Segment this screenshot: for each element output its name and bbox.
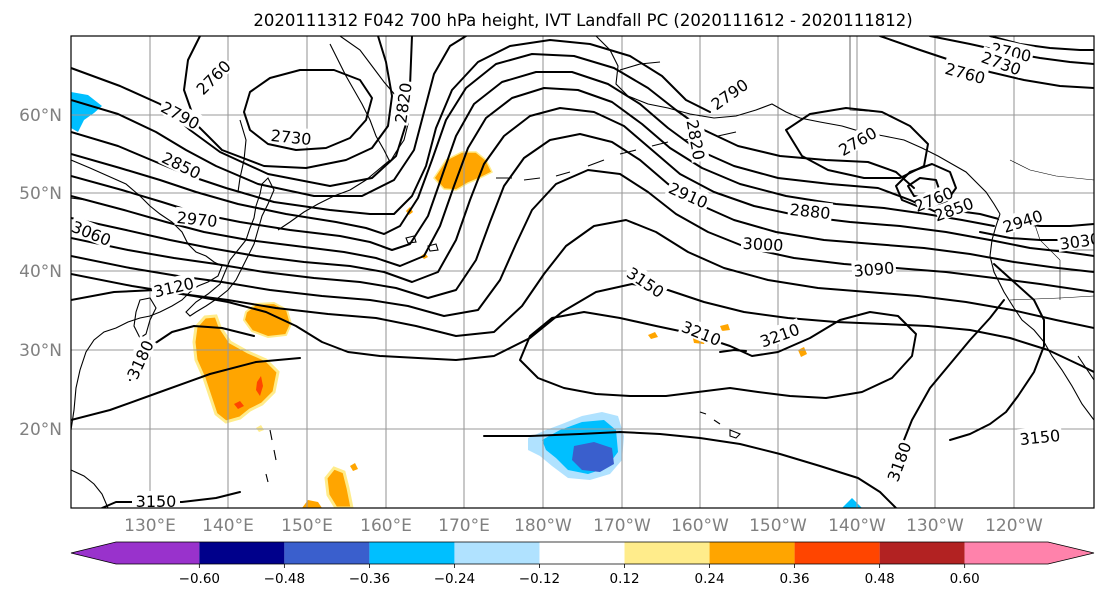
strong-positive-region (234, 401, 244, 409)
contour-label: 2730 (270, 126, 312, 149)
lon-label: 160°W (671, 516, 729, 536)
contour-3090 (71, 283, 1094, 373)
positive-region (350, 463, 358, 471)
lon-label: 170°E (438, 516, 490, 536)
colorbar-tick-label: −0.36 (349, 571, 390, 587)
contour-label: 2970 (176, 208, 218, 231)
lat-label: 30°N (19, 341, 62, 361)
coastlines (71, 36, 1094, 508)
contour-3150-mid (71, 357, 301, 421)
contour-label: 3150 (136, 492, 177, 511)
lon-label: 170°W (593, 516, 651, 536)
contour-2880 (71, 53, 915, 235)
contour-label: 2880 (789, 200, 831, 223)
positive-region (648, 332, 658, 339)
colorbar-swatch (539, 542, 625, 564)
colorbar-swatch (879, 542, 965, 564)
colorbar-swatch (284, 542, 370, 564)
positive-region (242, 301, 293, 339)
positive-region (324, 466, 354, 508)
colorbar-swatch (624, 542, 710, 564)
contour-3000 (71, 133, 1094, 299)
lon-label: 140°W (828, 516, 886, 536)
contour-3180-east (895, 299, 1005, 461)
lon-label: 130°W (906, 516, 964, 536)
latitude-labels: 60°N 50°N 40°N 30°N 20°N (19, 106, 62, 440)
contour-3060 (71, 219, 1094, 337)
colorbar-tick-label: −0.48 (264, 571, 305, 587)
lat-label: 20°N (19, 420, 62, 440)
contour-label: 3000 (742, 234, 784, 255)
colorbar-outline (70, 541, 1095, 565)
colorbar-tick-label: 0.24 (695, 571, 725, 587)
longitude-labels: 130°E 140°E 150°E 160°E 170°E 180°W 170°… (124, 516, 1043, 536)
lat-label: 40°N (19, 262, 62, 282)
colorbar-swatch (709, 542, 795, 564)
lat-label: 50°N (19, 184, 62, 204)
contour-2760-east (785, 107, 929, 179)
contour-label: 3150 (1019, 426, 1061, 449)
colorbar-swatch (454, 542, 540, 564)
lon-label: 140°E (202, 516, 254, 536)
contour-2850 (71, 39, 711, 215)
colorbar-swatch (369, 542, 455, 564)
positive-region (720, 324, 730, 331)
colorbar-tick-label: 0.48 (865, 571, 895, 587)
colorbar: −0.60 −0.48 −0.36 −0.24 −0.12 0.12 0.24 0.36 0.4… (70, 541, 1095, 587)
contour-label: 3030 (1058, 229, 1101, 253)
colorbar-swatch (794, 542, 880, 564)
height-contours (71, 36, 1094, 508)
lon-label: 130°E (124, 516, 176, 536)
colorbar-swatches (71, 542, 1094, 564)
ivt-shading (71, 92, 862, 508)
contour-2760 (183, 36, 393, 169)
contour-2730 (243, 69, 373, 151)
lat-label: 60°N (19, 106, 62, 126)
contour-label: 3090 (853, 258, 895, 280)
contour-3150 (949, 263, 1045, 441)
colorbar-tick-label: −0.24 (434, 571, 475, 587)
lon-label: 150°E (281, 516, 333, 536)
colorbar-swatch (199, 542, 285, 564)
colorbar-swatch (964, 542, 1094, 564)
lon-label: 150°W (749, 516, 807, 536)
contour-low-core (895, 163, 957, 209)
contour-3210 (519, 311, 917, 399)
contour-2970 (71, 107, 1094, 283)
contour-2700-north (989, 36, 1094, 51)
strong-negative-region (572, 442, 614, 472)
map-title: 2020111312 F042 700 hPa height, IVT Land… (253, 11, 912, 30)
colorbar-tick-label: 0.60 (950, 571, 980, 587)
colorbar-tick-label: 0.36 (780, 571, 810, 587)
colorbar-ticks: −0.60 −0.48 −0.36 −0.24 −0.12 0.12 0.24 0.36 0.4… (179, 564, 980, 587)
contour-2820 (71, 36, 467, 197)
colorbar-tick-label: −0.60 (179, 571, 220, 587)
lon-label: 120°W (985, 516, 1043, 536)
contour-3210-mark (719, 349, 747, 353)
lon-label: 160°E (360, 516, 412, 536)
lon-label: 180°W (514, 516, 572, 536)
contour-3180 (483, 431, 897, 508)
contour-2760-north (879, 36, 1094, 89)
strong-positive-region (256, 376, 263, 396)
colorbar-tick-label: 0.12 (609, 571, 639, 587)
contour-2910 (71, 71, 937, 251)
contour-2940 (71, 87, 995, 267)
map-panel: 2760 2790 2730 2820 2850 2970 3060 3120 … (71, 36, 1101, 511)
map-border (70, 35, 1095, 509)
colorbar-swatch (71, 542, 200, 564)
colorbar-tick-label: −0.12 (519, 571, 560, 587)
